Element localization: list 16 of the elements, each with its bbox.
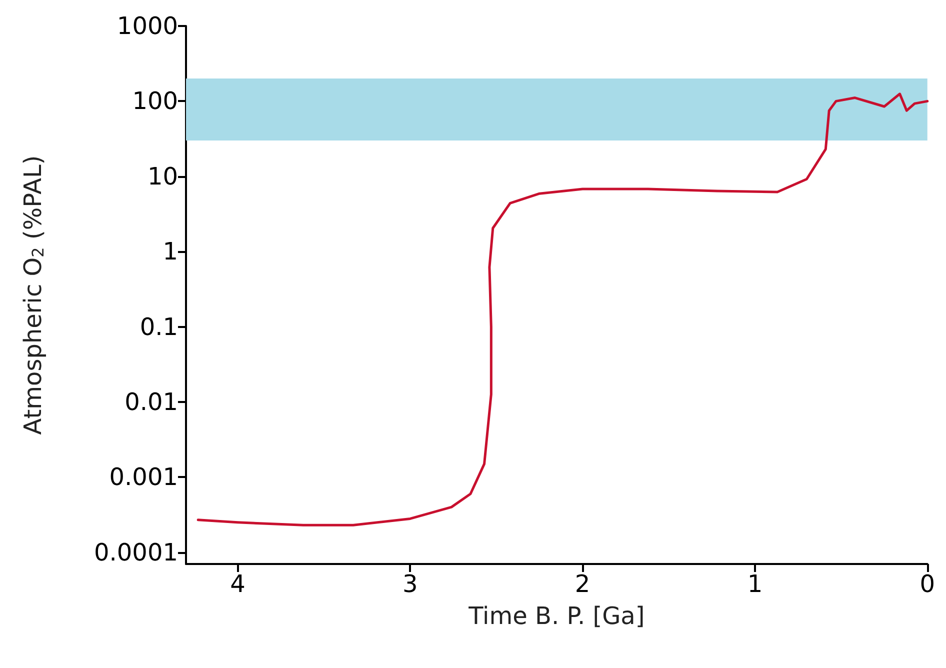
x-tick-label: 3 [402,570,418,598]
y-tick-label: 1 [162,238,178,266]
x-tick-label: 2 [574,570,590,598]
y-tick-label: 0.0001 [94,538,178,566]
y-axis-title: Atmospheric O2 (%PAL) [19,155,48,435]
x-tick-label: 0 [920,570,936,598]
x-tick-label: 4 [230,570,246,598]
y-tick-label: 1000 [116,12,178,40]
y-tick-label: 0.01 [124,388,178,416]
line-series [196,92,929,526]
y-tick-label: 0.1 [140,312,178,341]
y-tick-label: 10 [147,162,178,190]
x-tick-label: 1 [747,570,763,598]
x-axis-title: Time B. P. [Ga] [468,602,645,630]
y-tick-label: 100 [132,87,178,116]
y-tick-label: 0.001 [109,463,178,492]
